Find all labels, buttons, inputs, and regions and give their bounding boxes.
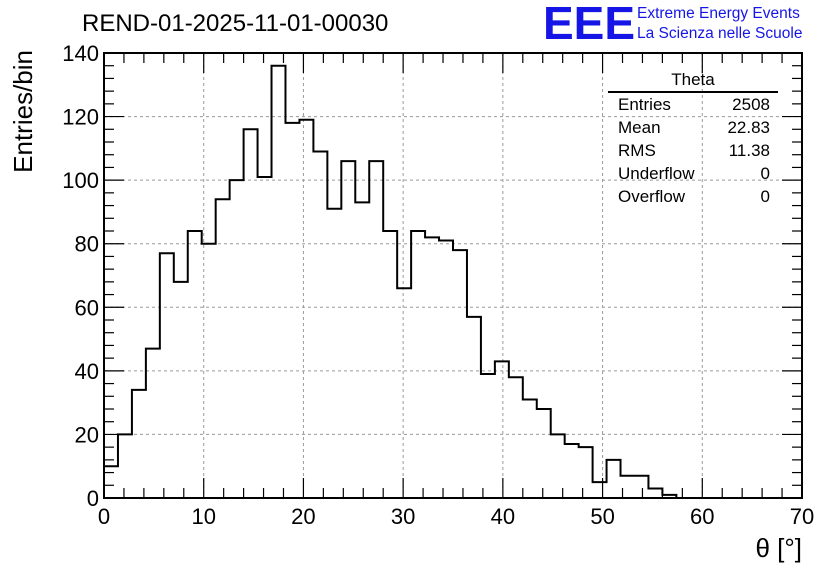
y-axis-label: Entries/bin	[8, 50, 38, 173]
x-tick-label: 20	[291, 504, 315, 529]
x-tick-label: 0	[98, 504, 110, 529]
y-tick-label: 20	[75, 422, 99, 447]
histogram-bin	[272, 66, 286, 498]
y-tick-label: 120	[62, 105, 99, 130]
y-tick-label: 60	[75, 295, 99, 320]
histogram-bin	[299, 120, 313, 498]
histogram-bin	[118, 434, 132, 498]
histogram-bin	[523, 399, 537, 498]
y-tick-label: 140	[62, 41, 99, 66]
histogram-bin	[509, 377, 523, 498]
histogram-bin	[537, 409, 551, 498]
histogram-bin	[593, 482, 607, 498]
x-tick-label: 60	[690, 504, 714, 529]
histogram-bin	[467, 317, 481, 498]
axis-ticks	[103, 52, 803, 499]
histogram-bin	[160, 253, 174, 498]
x-tick-labels: 0 10 20 30 40 50 60 70	[98, 504, 814, 529]
histogram-bin	[453, 250, 467, 498]
histogram-bin	[383, 231, 397, 498]
histogram-bin	[607, 460, 621, 498]
eee-logo-mark: EEE	[543, 0, 636, 49]
logo-line-1: Extreme Energy Events	[637, 5, 800, 22]
y-tick-label: 40	[75, 359, 99, 384]
histogram-bin	[481, 374, 495, 498]
chart-title: REND-01-2025-11-01-00030	[82, 10, 389, 37]
histogram-bin	[397, 288, 411, 498]
stats-label: Underflow	[618, 164, 695, 183]
histogram-bin	[411, 231, 425, 498]
x-tick-label: 50	[590, 504, 614, 529]
stats-value: 11.38	[728, 141, 770, 160]
histogram-bin	[202, 244, 216, 498]
histogram-bin	[313, 152, 327, 498]
histogram-bin	[327, 209, 341, 498]
logo-line-2: La Scienza nelle Scuole	[637, 25, 803, 42]
histogram-bin	[285, 123, 299, 498]
stats-row-entries: Entries 2508	[608, 93, 778, 116]
stats-row-rms: RMS 11.38	[608, 139, 778, 162]
stats-row-mean: Mean 22.83	[608, 116, 778, 139]
histogram-bin	[579, 447, 593, 498]
histogram-bin	[174, 282, 188, 498]
x-axis-label: θ [°]	[755, 533, 802, 563]
y-tick-label: 100	[62, 168, 99, 193]
histogram-outline	[104, 64, 802, 499]
histogram-bin	[355, 202, 369, 498]
histogram-bin	[244, 129, 258, 498]
histogram-bin	[104, 466, 118, 498]
x-tick-label: 30	[391, 504, 415, 529]
histogram-bin	[439, 241, 453, 498]
x-tick-label: 40	[491, 504, 515, 529]
stats-label: RMS	[618, 141, 656, 160]
stats-row-underflow: Underflow 0	[608, 162, 778, 185]
x-tick-label: 10	[191, 504, 215, 529]
stats-value: 0	[760, 164, 770, 183]
histogram-bin	[621, 476, 635, 498]
histogram-bin	[188, 231, 202, 498]
stats-title: Theta	[608, 70, 778, 93]
stats-row-overflow: Overflow 0	[608, 185, 778, 208]
stats-box: Theta Entries 2508 Mean 22.83 RMS 11.38 …	[608, 70, 778, 208]
histogram-bin	[216, 199, 230, 498]
histogram-bin	[495, 361, 509, 498]
stats-label: Overflow	[618, 187, 686, 206]
x-tick-label: 70	[790, 504, 814, 529]
plot-frame	[103, 52, 803, 499]
stats-label: Mean	[618, 118, 661, 137]
stats-label: Entries	[618, 95, 671, 114]
stats-value: 2508	[732, 95, 770, 114]
histogram-bin	[565, 444, 579, 498]
y-tick-label: 0	[87, 486, 99, 511]
histogram-bin	[648, 488, 662, 498]
histogram-bin	[258, 177, 272, 498]
histogram-bin	[132, 390, 146, 498]
histogram-bin	[230, 180, 244, 498]
histogram-bins	[104, 66, 676, 498]
histogram-bin	[341, 161, 355, 498]
histogram-bin	[369, 161, 383, 498]
y-tick-label: 80	[75, 232, 99, 257]
histogram-bin	[425, 237, 439, 498]
histogram-bin	[551, 434, 565, 498]
histogram-bin	[634, 476, 648, 498]
stats-value: 22.83	[727, 118, 770, 137]
y-tick-labels: 0 20 40 60 80 100 120 140	[62, 41, 99, 511]
stats-value: 0	[760, 187, 770, 206]
histogram-bin	[146, 349, 160, 498]
